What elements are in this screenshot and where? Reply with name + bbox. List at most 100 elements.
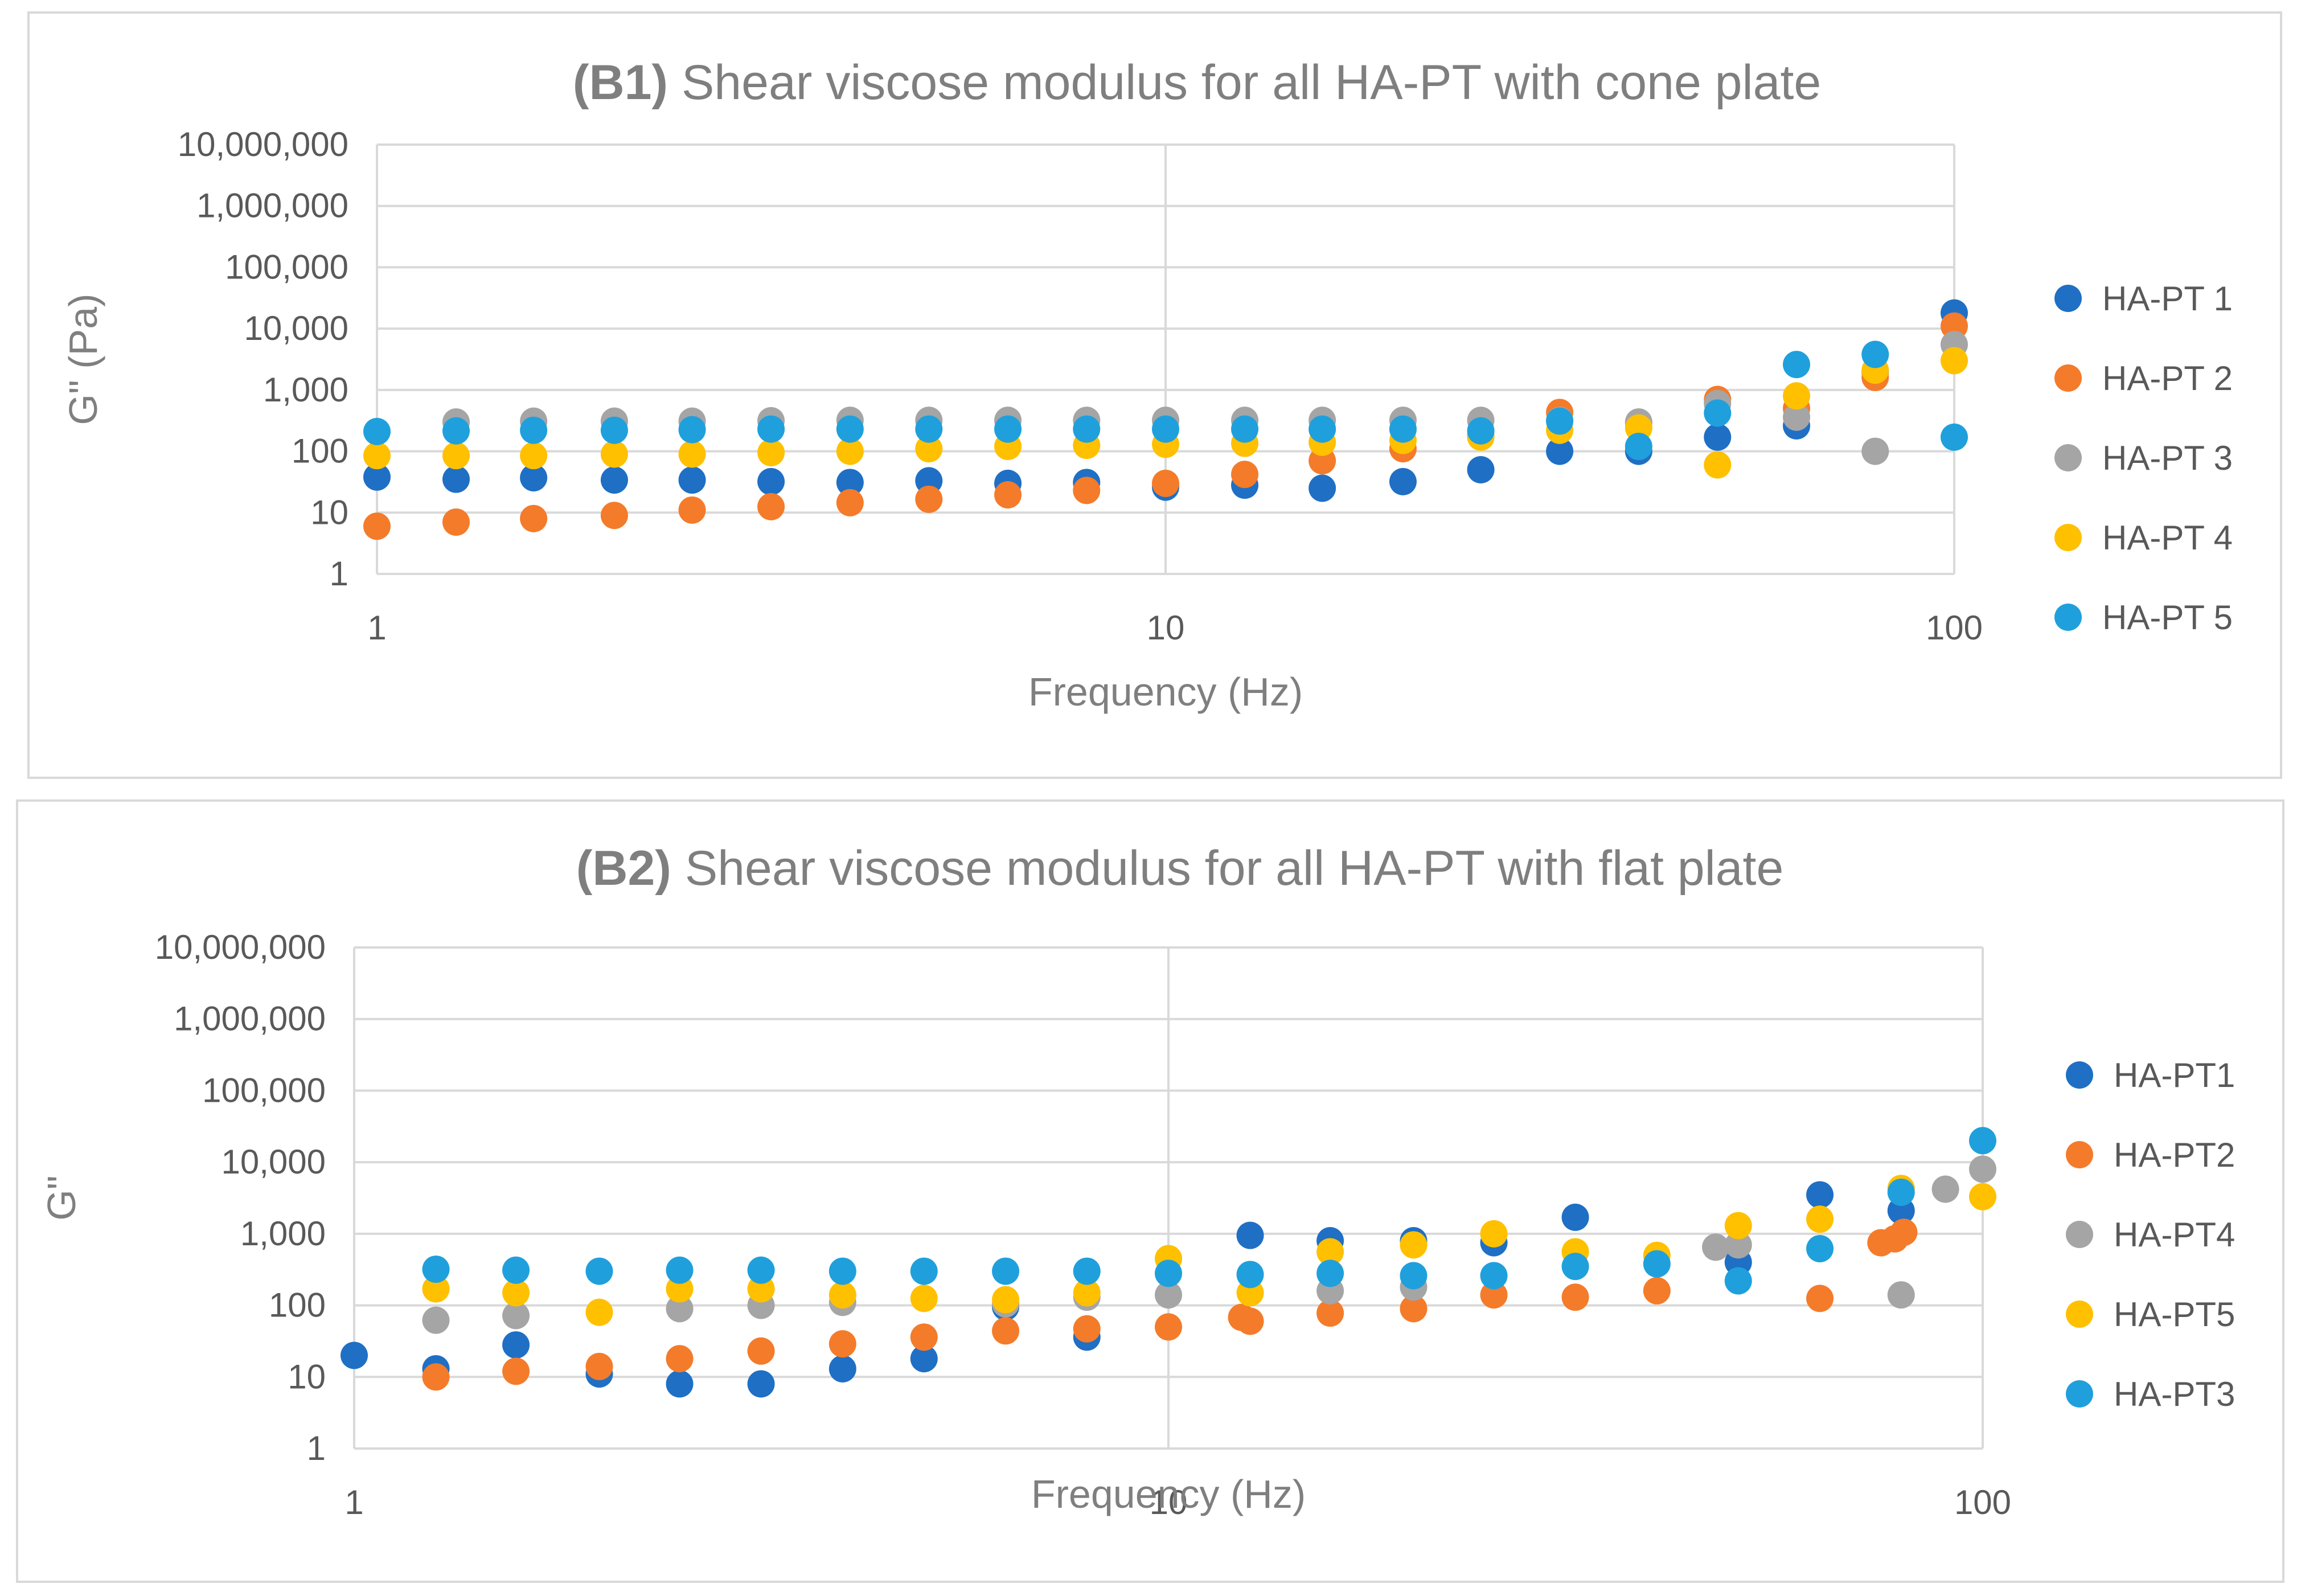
data-point [1467, 456, 1495, 483]
data-point [502, 1331, 530, 1359]
data-point [678, 466, 706, 494]
data-point [1546, 437, 1574, 465]
data-point [1887, 1178, 1915, 1206]
data-point [836, 489, 864, 516]
chart-b1: (B1) Shear viscose modulus for all HA-PT… [61, 55, 2233, 714]
data-point [1890, 1218, 1918, 1246]
data-point [502, 1302, 530, 1330]
data-point [666, 1275, 694, 1303]
data-point [1316, 1299, 1344, 1327]
data-point [1969, 1127, 1996, 1155]
chart-title-text: Shear viscose modulus for all HA-PT with… [668, 55, 1821, 110]
data-point [1806, 1205, 1834, 1233]
data-point [1561, 1253, 1589, 1281]
legend-entry: HA-PT 4 [2102, 519, 2233, 557]
data-point [1152, 415, 1179, 443]
data-point [1546, 407, 1574, 435]
data-point [341, 1341, 368, 1369]
data-point [757, 467, 785, 495]
data-point [1969, 1155, 1996, 1183]
data-point [666, 1295, 694, 1323]
legend-marker [2066, 1221, 2093, 1248]
data-point [1941, 347, 1968, 375]
data-point [747, 1337, 775, 1365]
data-point [1806, 1285, 1834, 1312]
data-point [994, 415, 1022, 443]
data-point [1704, 423, 1732, 451]
x-axis-label: Frequency (Hz) [1031, 1472, 1306, 1516]
data-point [1073, 1279, 1101, 1307]
data-point [442, 465, 470, 493]
x-tick-label: 100 [1954, 1483, 2011, 1521]
series-ha-pt-5 [363, 340, 1968, 461]
data-point [600, 466, 628, 494]
data-point [1400, 1262, 1428, 1290]
data-point [666, 1345, 694, 1373]
x-tick-label: 1 [344, 1483, 363, 1521]
data-point [992, 1286, 1020, 1314]
data-point [1806, 1181, 1834, 1209]
y-tick-label: 1 [330, 555, 348, 593]
data-point [1309, 415, 1336, 443]
data-point [757, 438, 785, 466]
data-point [520, 464, 548, 492]
data-point [1152, 469, 1179, 497]
data-point [502, 1256, 530, 1284]
legend-entry: HA-PT 1 [2102, 280, 2233, 318]
data-point [747, 1256, 775, 1284]
data-point [1941, 423, 1968, 451]
y-tick-label: 100,000 [202, 1071, 326, 1109]
chart-panel-b1: (B1) Shear viscose modulus for all HA-PT… [27, 11, 2282, 779]
data-point [1969, 1183, 1996, 1211]
data-point [600, 440, 628, 468]
y-tick-label: 100 [292, 432, 348, 470]
legend-marker [2054, 524, 2082, 551]
data-point [1724, 1267, 1752, 1295]
data-point [1724, 1212, 1752, 1240]
data-point [1389, 415, 1417, 443]
legend-marker [2054, 364, 2082, 392]
data-point [1073, 1315, 1101, 1343]
data-point [585, 1352, 613, 1380]
data-point [600, 502, 628, 530]
data-point [666, 1370, 694, 1398]
chart-panel-b2: (B2) Shear viscose modulus for all HA-PT… [16, 799, 2284, 1583]
data-point [1783, 403, 1811, 431]
legend-entry: HA-PT 3 [2102, 439, 2233, 477]
data-point [994, 481, 1022, 509]
data-point [1236, 1221, 1264, 1249]
y-tick-label: 1,000,000 [196, 187, 348, 225]
series-ha-pt-3 [442, 331, 1968, 465]
data-point [1155, 1259, 1182, 1287]
data-point [1400, 1231, 1428, 1259]
data-point [1467, 417, 1495, 445]
series-ha-pt5 [422, 1175, 1996, 1326]
data-point [828, 1257, 856, 1285]
data-point [757, 493, 785, 520]
x-tick-label: 1 [367, 609, 386, 647]
data-point [666, 1256, 694, 1284]
data-point [1231, 415, 1259, 443]
legend-entry: HA-PT3 [2114, 1375, 2235, 1413]
data-point [1704, 399, 1732, 427]
data-point [828, 1281, 856, 1309]
data-point [585, 1298, 613, 1326]
data-point [520, 504, 548, 532]
legend-entry: HA-PT5 [2114, 1295, 2235, 1334]
data-point [1316, 1238, 1344, 1266]
series-ha-pt2 [422, 1218, 1918, 1391]
data-point [1316, 1259, 1344, 1287]
data-point [836, 437, 864, 465]
data-point [915, 435, 943, 463]
chart-title: (B1) Shear viscose modulus for all HA-PT… [573, 55, 1821, 110]
chart-title: (B2) Shear viscose modulus for all HA-PT… [576, 841, 1784, 896]
data-point [1806, 1234, 1834, 1262]
y-tick-label: 10,000 [221, 1143, 326, 1181]
data-point [1073, 477, 1101, 504]
x-tick-label: 100 [1926, 609, 1983, 647]
data-point [1236, 1261, 1264, 1289]
x-axis-label: Frequency (Hz) [1028, 670, 1303, 714]
data-point [910, 1257, 938, 1285]
data-point [1931, 1175, 1959, 1203]
data-point [1643, 1277, 1671, 1304]
